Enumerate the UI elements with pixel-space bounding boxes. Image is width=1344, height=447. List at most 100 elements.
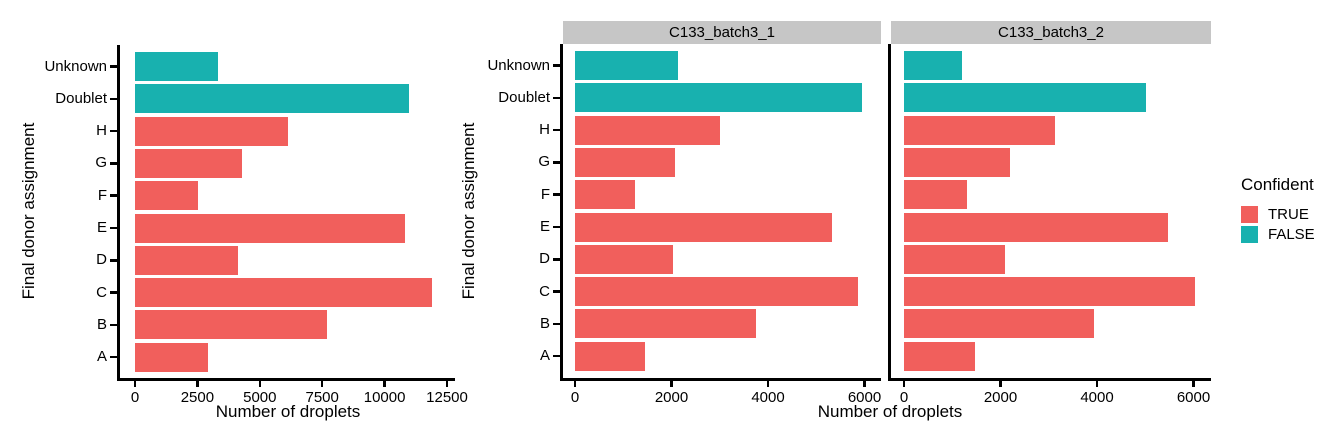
x-tick-combined-5000 bbox=[258, 381, 262, 387]
y-tick-c133-batch3-1-d bbox=[553, 258, 560, 261]
bar-combined-c bbox=[135, 278, 433, 308]
y-tick-combined-e bbox=[110, 226, 117, 230]
x-tick-label-c133-batch3-2-0: 0 bbox=[899, 389, 909, 406]
y-tick-combined-unknown bbox=[110, 65, 117, 68]
category-label-combined-g: G bbox=[95, 154, 107, 172]
bar-c133-batch3-2-f bbox=[904, 180, 967, 210]
facet-strip-1: C133_batch3_1 bbox=[563, 21, 881, 44]
bar-c133-batch3-1-unknown bbox=[575, 51, 679, 80]
category-label-combined-e: E bbox=[96, 219, 107, 236]
category-label-combined-d: D bbox=[96, 251, 107, 269]
bar-combined-d bbox=[135, 245, 238, 275]
category-label-combined-doublet: Doublet bbox=[55, 89, 107, 107]
legend-label-false: FALSE bbox=[1268, 226, 1315, 243]
bar-c133-batch3-2-a bbox=[904, 341, 975, 371]
facet-strip-1-label: C133_batch3_1 bbox=[669, 24, 775, 41]
bar-c133-batch3-1-d bbox=[575, 244, 673, 274]
y-tick-c133-batch3-1-b bbox=[553, 322, 560, 326]
y-tick-c133-batch3-1-unknown bbox=[553, 64, 560, 67]
category-label-c133-batch3-1-unknown: Unknown bbox=[487, 56, 550, 74]
category-label-combined-a: A bbox=[96, 348, 107, 366]
y-tick-combined-b bbox=[110, 323, 117, 327]
bar-c133-batch3-1-g bbox=[575, 147, 676, 177]
bar-combined-b bbox=[135, 310, 327, 340]
category-label-c133-batch3-1-g: G bbox=[538, 153, 550, 171]
category-label-c133-batch3-1-c: C bbox=[539, 282, 550, 300]
category-label-c133-batch3-1-b: B bbox=[539, 314, 550, 332]
y-tick-c133-batch3-1-a bbox=[553, 354, 560, 358]
category-label-c133-batch3-1-f: F bbox=[540, 185, 550, 203]
x-tick-combined-2500 bbox=[196, 381, 199, 387]
x-tick-label-c133-batch3-2-6000: 6000 bbox=[1176, 389, 1211, 406]
bar-c133-batch3-2-b bbox=[904, 309, 1094, 339]
y-tick-c133-batch3-1-g bbox=[553, 161, 560, 164]
legend-title: Confident bbox=[1241, 175, 1314, 194]
category-label-c133-batch3-1-d: D bbox=[539, 250, 550, 268]
x-tick-label-combined-5000: 5000 bbox=[243, 389, 277, 406]
y-tick-combined-h bbox=[110, 129, 117, 133]
bar-c133-batch3-1-e bbox=[575, 212, 833, 242]
x-tick-c133-batch3-2-4000 bbox=[1095, 381, 1099, 387]
x-tick-combined-0 bbox=[133, 381, 137, 387]
bar-combined-a bbox=[135, 342, 208, 372]
x-axis-line-c133-batch3-2 bbox=[888, 378, 1211, 381]
y-tick-combined-d bbox=[110, 259, 117, 262]
x-tick-label-c133-batch3-2-2000: 2000 bbox=[983, 389, 1018, 406]
x-tick-c133-batch3-1-4000 bbox=[766, 381, 770, 387]
bar-c133-batch3-2-c bbox=[904, 277, 1196, 307]
y-axis-line-combined bbox=[117, 45, 120, 381]
legend-label-true: TRUE bbox=[1268, 206, 1309, 223]
x-tick-label-combined-2500: 2500 bbox=[180, 389, 215, 406]
x-tick-combined-12500 bbox=[445, 381, 449, 387]
facet-strip-2-label: C133_batch3_2 bbox=[998, 24, 1104, 41]
legend: Confident TRUE FALSE bbox=[1241, 175, 1315, 246]
bar-c133-batch3-2-d bbox=[904, 244, 1005, 274]
bar-c133-batch3-1-doublet bbox=[575, 83, 863, 113]
category-label-combined-b: B bbox=[96, 315, 107, 333]
bar-combined-h bbox=[135, 116, 288, 146]
x-tick-c133-batch3-1-2000 bbox=[670, 381, 673, 387]
y-tick-combined-f bbox=[110, 194, 117, 197]
x-tick-c133-batch3-2-2000 bbox=[999, 381, 1002, 387]
bar-c133-batch3-2-g bbox=[904, 147, 1011, 177]
category-label-c133-batch3-1-h: H bbox=[539, 121, 550, 139]
y-tick-c133-batch3-1-f bbox=[553, 193, 560, 196]
bar-combined-unknown bbox=[135, 52, 219, 81]
x-tick-label-c133-batch3-1-4000: 4000 bbox=[751, 389, 785, 406]
y-tick-c133-batch3-1-e bbox=[553, 225, 560, 229]
category-label-combined-c: C bbox=[96, 283, 107, 301]
bar-combined-e bbox=[135, 213, 405, 243]
facet-x-axis-title: Number of droplets bbox=[817, 402, 963, 421]
x-tick-label-c133-batch3-1-2000: 2000 bbox=[654, 389, 689, 406]
bar-c133-batch3-1-c bbox=[575, 277, 858, 307]
facet-y-axis-title: Final donor assignment bbox=[459, 122, 478, 300]
legend-item-false: FALSE bbox=[1241, 226, 1315, 243]
y-tick-c133-batch3-1-doublet bbox=[553, 96, 560, 100]
x-tick-label-combined-0: 0 bbox=[130, 389, 140, 406]
category-label-combined-f: F bbox=[97, 186, 107, 204]
bar-c133-batch3-2-unknown bbox=[904, 51, 962, 80]
x-tick-c133-batch3-1-0 bbox=[573, 381, 577, 387]
category-label-combined-h: H bbox=[96, 122, 107, 140]
x-tick-combined-7500 bbox=[320, 381, 324, 387]
x-tick-label-combined-7500: 7500 bbox=[305, 389, 339, 406]
bar-c133-batch3-2-e bbox=[904, 212, 1168, 242]
y-tick-c133-batch3-1-c bbox=[553, 290, 560, 293]
y-axis-line-c133-batch3-2 bbox=[888, 44, 891, 381]
y-tick-combined-c bbox=[110, 291, 117, 294]
category-label-combined-unknown: Unknown bbox=[44, 57, 107, 75]
combined-y-axis-title: Final donor assignment bbox=[19, 122, 38, 300]
x-tick-label-combined-10000: 10000 bbox=[363, 389, 406, 406]
y-tick-combined-a bbox=[110, 355, 117, 359]
x-tick-label-c133-batch3-2-4000: 4000 bbox=[1080, 389, 1114, 406]
combined-x-axis-title: Number of droplets bbox=[215, 402, 361, 421]
y-tick-combined-g bbox=[110, 162, 117, 165]
category-label-c133-batch3-1-e: E bbox=[539, 218, 550, 235]
x-tick-label-combined-12500: 12500 bbox=[426, 389, 468, 406]
bar-combined-f bbox=[135, 181, 199, 211]
bar-c133-batch3-1-a bbox=[575, 341, 645, 371]
bar-c133-batch3-2-h bbox=[904, 115, 1055, 145]
x-tick-c133-batch3-2-0 bbox=[902, 381, 906, 387]
x-tick-combined-10000 bbox=[383, 381, 386, 387]
